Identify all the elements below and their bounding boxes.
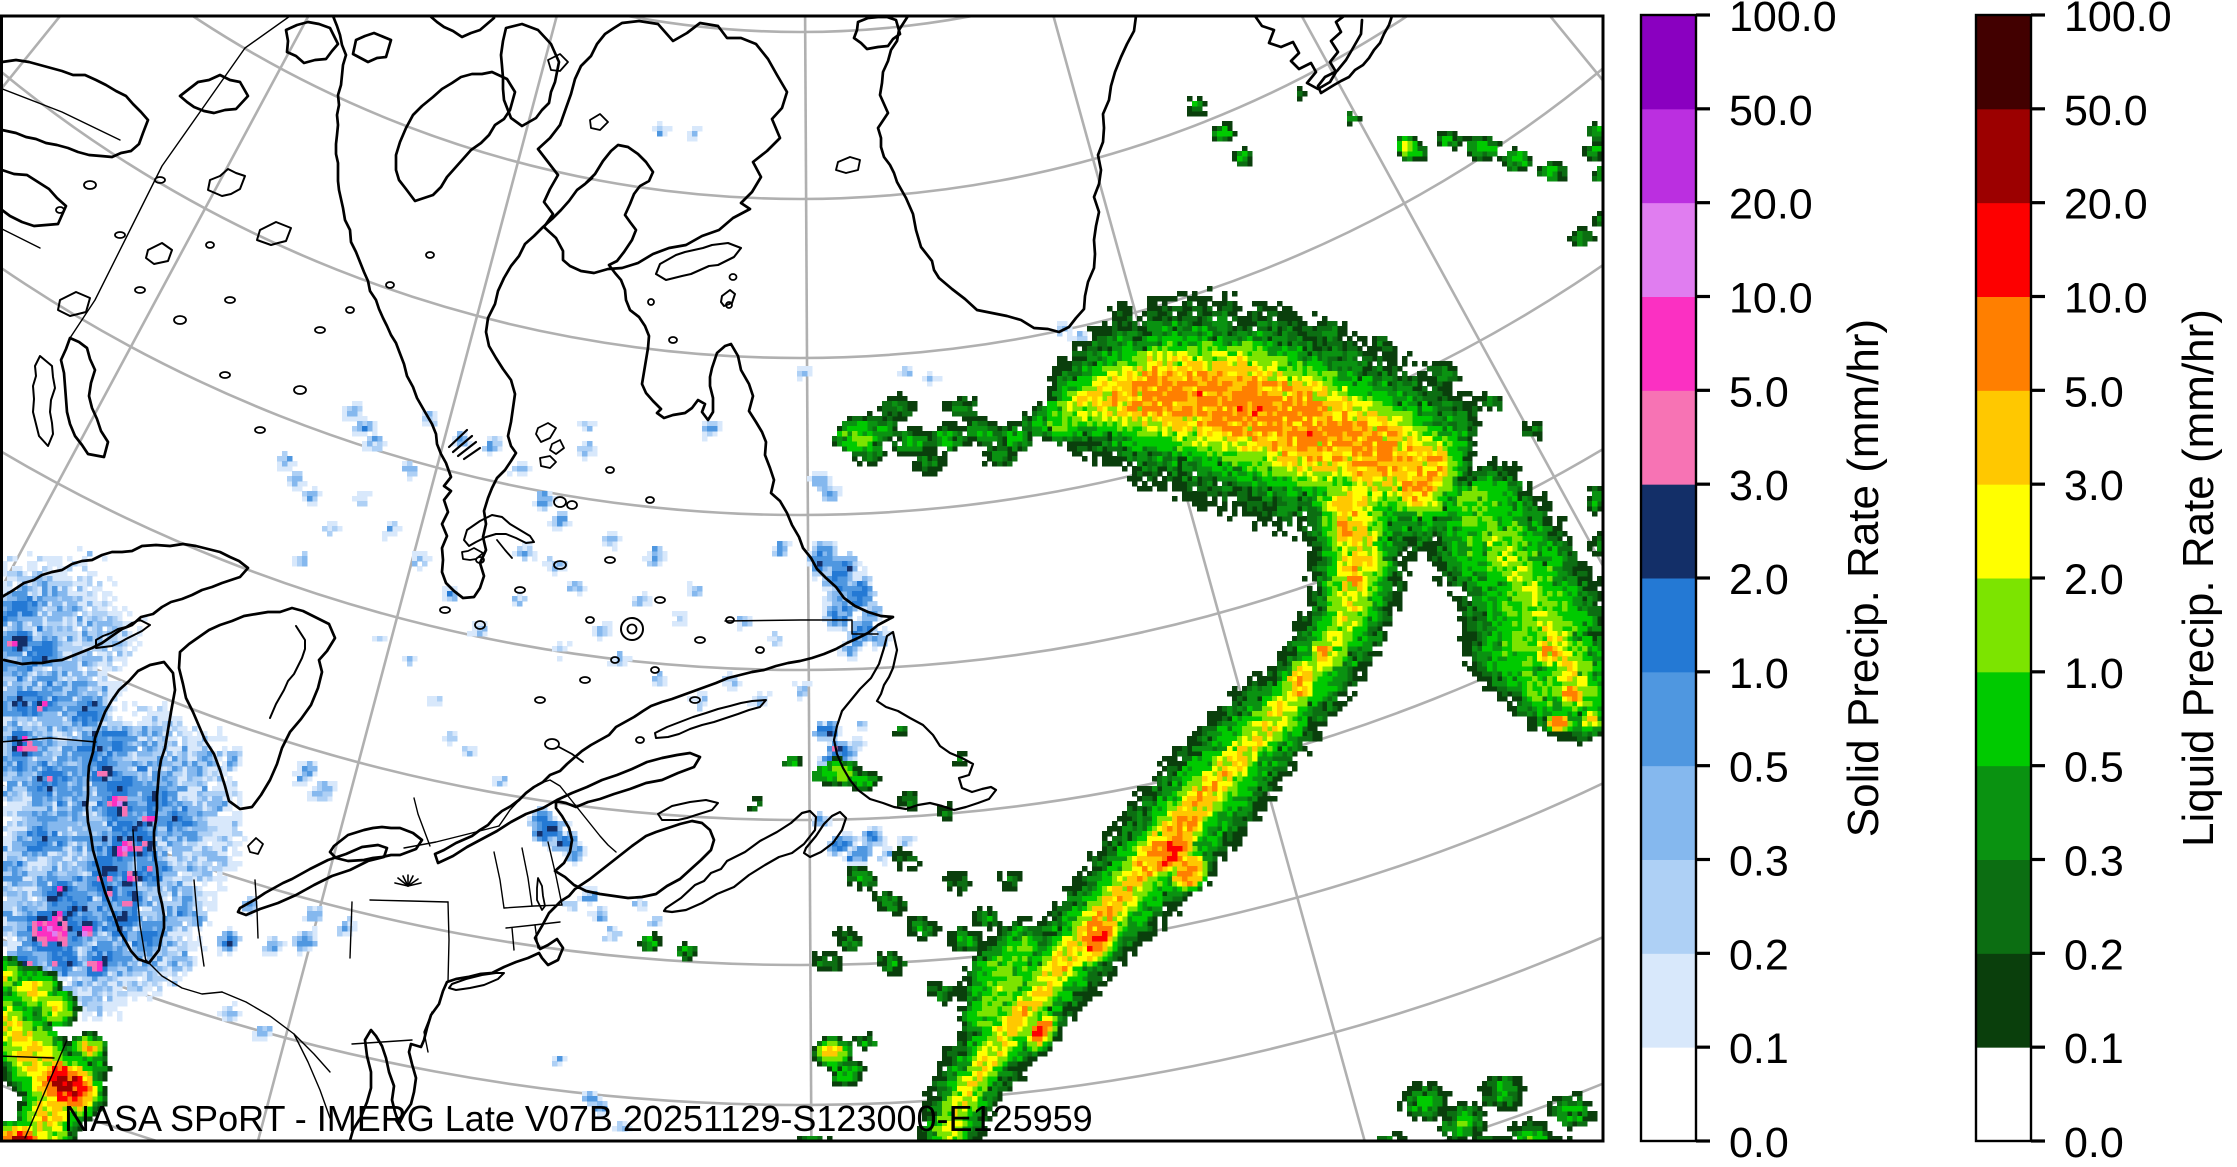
svg-text:0.2: 0.2: [1729, 931, 1789, 979]
svg-text:0.0: 0.0: [1729, 1119, 1789, 1167]
svg-text:Solid Precip. Rate (mm/hr): Solid Precip. Rate (mm/hr): [1839, 319, 1888, 837]
svg-text:100.0: 100.0: [1729, 0, 1837, 41]
svg-text:10.0: 10.0: [1729, 275, 1813, 323]
svg-text:0.1: 0.1: [2064, 1025, 2124, 1073]
svg-text:50.0: 50.0: [2064, 87, 2148, 135]
svg-text:1.0: 1.0: [1729, 650, 1789, 698]
svg-text:3.0: 3.0: [2064, 462, 2124, 510]
svg-text:5.0: 5.0: [2064, 368, 2124, 416]
svg-text:3.0: 3.0: [1729, 462, 1789, 510]
svg-text:NASA SPoRT - IMERG Late V07B 2: NASA SPoRT - IMERG Late V07B 20251129-S1…: [64, 1098, 1093, 1139]
svg-text:2.0: 2.0: [1729, 556, 1789, 604]
svg-text:0.2: 0.2: [2064, 931, 2124, 979]
svg-text:Liquid Precip. Rate (mm/hr): Liquid Precip. Rate (mm/hr): [2174, 309, 2223, 847]
svg-text:20.0: 20.0: [2064, 181, 2148, 229]
svg-text:0.5: 0.5: [2064, 744, 2124, 792]
svg-text:50.0: 50.0: [1729, 87, 1813, 135]
svg-text:10.0: 10.0: [2064, 275, 2148, 323]
svg-text:0.3: 0.3: [2064, 838, 2124, 886]
svg-text:20.0: 20.0: [1729, 181, 1813, 229]
svg-text:0.3: 0.3: [1729, 838, 1789, 886]
svg-text:2.0: 2.0: [2064, 556, 2124, 604]
svg-text:1.0: 1.0: [2064, 650, 2124, 698]
svg-text:100.0: 100.0: [2064, 0, 2172, 41]
svg-text:0.0: 0.0: [2064, 1119, 2124, 1167]
svg-text:0.5: 0.5: [1729, 744, 1789, 792]
svg-text:5.0: 5.0: [1729, 368, 1789, 416]
svg-text:0.1: 0.1: [1729, 1025, 1789, 1073]
